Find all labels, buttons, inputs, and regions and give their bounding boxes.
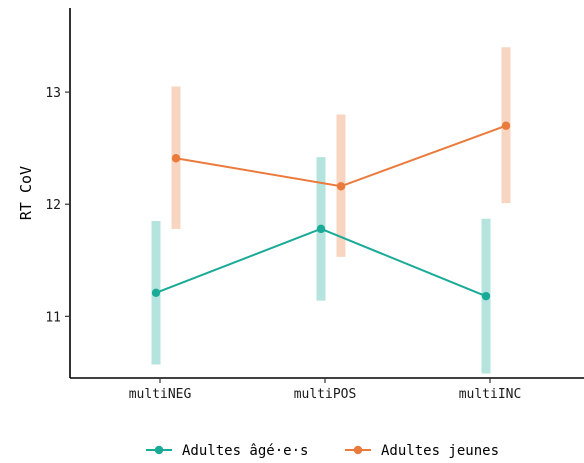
y-tick-label: 11 [45,310,61,325]
series-1-point [316,224,326,234]
y-tick-label: 13 [45,86,61,101]
x-tick-label: multiINC [459,387,522,402]
series-1-point [481,291,491,301]
x-tick-label: multiPOS [294,387,357,402]
series-lines [155,124,507,298]
y-axis-title: RT CoV [17,166,35,220]
x-ticks: multiNEG multiPOS multiINC [129,378,522,402]
legend-key-point [353,445,363,455]
y-tick-label: 12 [45,198,61,213]
series-2-point [336,182,346,191]
legend: Adultes âgé·e·s Adultes jeunes [146,443,499,459]
legend-label: Adultes jeunes [381,443,499,459]
x-tick-label: multiNEG [129,387,192,402]
legend-label: Adultes âgé·e·s [182,443,308,459]
error-bars [151,47,511,374]
series-2-point [171,154,181,163]
series-2-point [501,121,511,130]
y-ticks: 11 12 13 [45,86,70,325]
data-points [151,121,511,301]
legend-key-point [154,445,164,455]
series-1-point [151,288,161,297]
